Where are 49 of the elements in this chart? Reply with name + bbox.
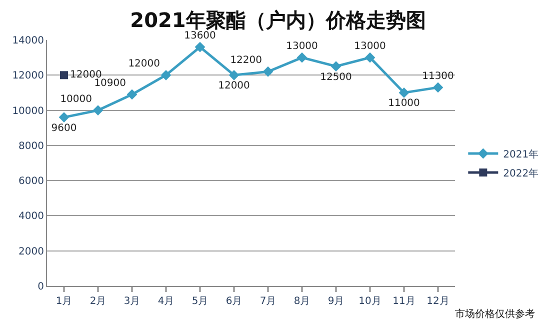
data-label: 12000 [128,58,160,70]
data-label: 11000 [388,98,420,110]
legend-label: 2021年 [503,148,539,160]
point [364,52,376,63]
data-label: 11300 [422,70,454,82]
point [58,112,70,123]
x-tick-label: 11月 [392,296,416,307]
data-label: 12200 [230,55,262,66]
point [262,66,274,77]
data-label: 13600 [184,30,216,42]
data-label: 10000 [60,94,92,105]
x-tick-label: 10月 [358,296,382,307]
x-tick-label: 1月 [56,296,72,307]
x-tick-label: 8月 [294,296,310,307]
data-label: 13000 [286,41,318,52]
y-tick-label: 10000 [12,106,44,117]
x-tick-label: 7月 [260,296,276,307]
data-label: 9600 [51,122,77,134]
data-label: 12000 [218,80,250,92]
x-tick-label: 9月 [328,296,344,307]
x-tick-label: 6月 [226,296,242,307]
point [160,70,172,80]
point [60,71,68,80]
data-label: 10900 [94,78,126,89]
legend-label: 2022年 [503,167,539,180]
y-tick-label: 8000 [18,140,44,152]
text: 市场价格仅供参考 [455,308,535,320]
x-tick-label: 3月 [124,296,140,307]
data-label: 13000 [354,41,386,52]
y-tick-label: 14000 [12,36,44,46]
point [296,52,308,63]
point [330,61,342,72]
point [92,105,104,116]
y-tick-label: 4000 [18,211,44,222]
y-tick-label: 0 [38,282,44,292]
point [194,42,206,52]
y-tick-label: 2000 [18,246,44,258]
point [398,88,410,98]
point [126,89,138,100]
x-tick-label: 12月 [426,296,450,307]
data-label: 12500 [320,72,352,83]
x-tick-label: 5月 [192,296,208,307]
x-tick-label: 4月 [158,296,174,307]
point [228,70,240,80]
chart-title: 2021年聚酯（户内）价格走势图 [130,8,426,32]
y-tick-label: 6000 [18,176,44,188]
point [432,82,444,93]
y-tick-label: 12000 [12,70,44,82]
x-tick-label: 2月 [90,296,106,307]
